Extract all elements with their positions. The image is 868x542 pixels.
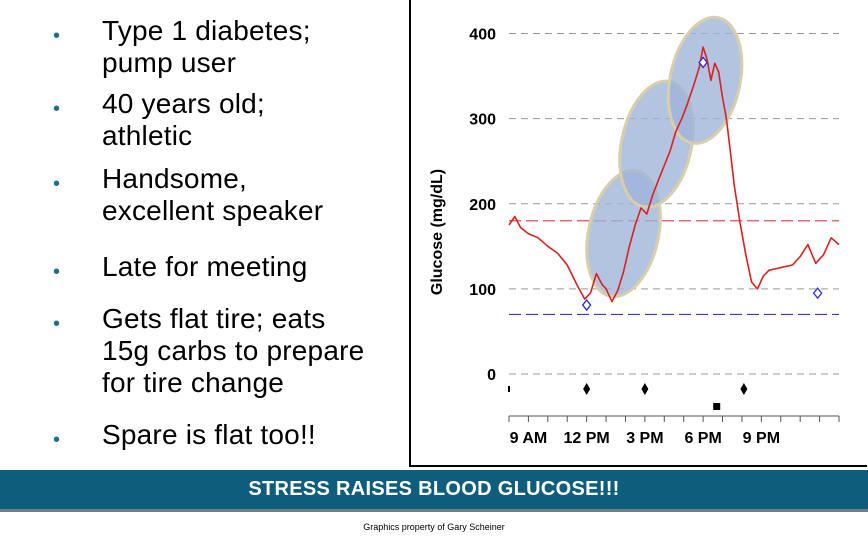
glucose-line [508, 46, 840, 303]
y-tick-label: 0 [487, 367, 496, 384]
bullet-text-line: 15g carbs to prepare [102, 335, 365, 366]
fingerstick-point [698, 56, 708, 69]
bullet-text-line: Gets flat tire; eats [102, 303, 326, 334]
x-tick-label: 6 PM [684, 430, 721, 447]
bullet-text-line: Handsome, [102, 163, 247, 194]
y-tick-label: 200 [469, 197, 496, 214]
bullet-dot-icon: • [53, 173, 61, 195]
y-tick-label: 300 [469, 112, 496, 129]
fingerstick-point [812, 287, 823, 300]
event-edge-marker [508, 386, 510, 392]
y-tick-label: 100 [469, 282, 496, 299]
y-axis-title: Glucose (mg/dL) [429, 169, 446, 295]
bullet-dot-icon: • [53, 25, 61, 47]
bullet-text-line: for tire change [102, 367, 284, 398]
bullet-text-line: excellent speaker [102, 195, 324, 226]
bullet-dot-icon: • [53, 313, 61, 335]
y-tick-label: 400 [469, 27, 496, 44]
event-diamond-marker [583, 383, 591, 395]
graphics-credit: Graphics property of Gary Scheiner [363, 522, 505, 532]
bullet-text-line: athletic [102, 120, 193, 151]
fingerstick-point [581, 299, 592, 312]
bullet-text-line: Type 1 diabetes; [102, 15, 311, 46]
bullet-text-line: 40 years old; [102, 88, 265, 119]
bullet-text-line: Late for meeting [102, 251, 308, 282]
glucose-chart: 0 100 200 300 400 9 AM 12 PM 3 PM 6 PM 9 PM Glucos… [429, 15, 840, 447]
bullet-dot-icon: • [53, 429, 61, 451]
bullet-text-line: pump user [102, 47, 237, 78]
event-diamond-marker [740, 383, 748, 395]
glucose-chart-frame [409, 0, 867, 467]
banner: STRESS RAISES BLOOD GLUCOSE!!! [0, 470, 868, 512]
x-tick-label: 12 PM [564, 430, 610, 447]
bullet-dot-icon: • [53, 261, 61, 283]
x-tick-label: 9 PM [743, 430, 780, 447]
highlight-ellipse [666, 15, 744, 145]
event-diamond-marker [641, 383, 649, 395]
x-tick-label: 3 PM [626, 430, 663, 447]
event-square-marker [713, 403, 721, 410]
bullet-dot-icon: • [53, 98, 61, 120]
x-tick-label: 9 AM [510, 430, 548, 447]
bullet-text-line: Spare is flat too!! [102, 419, 316, 450]
